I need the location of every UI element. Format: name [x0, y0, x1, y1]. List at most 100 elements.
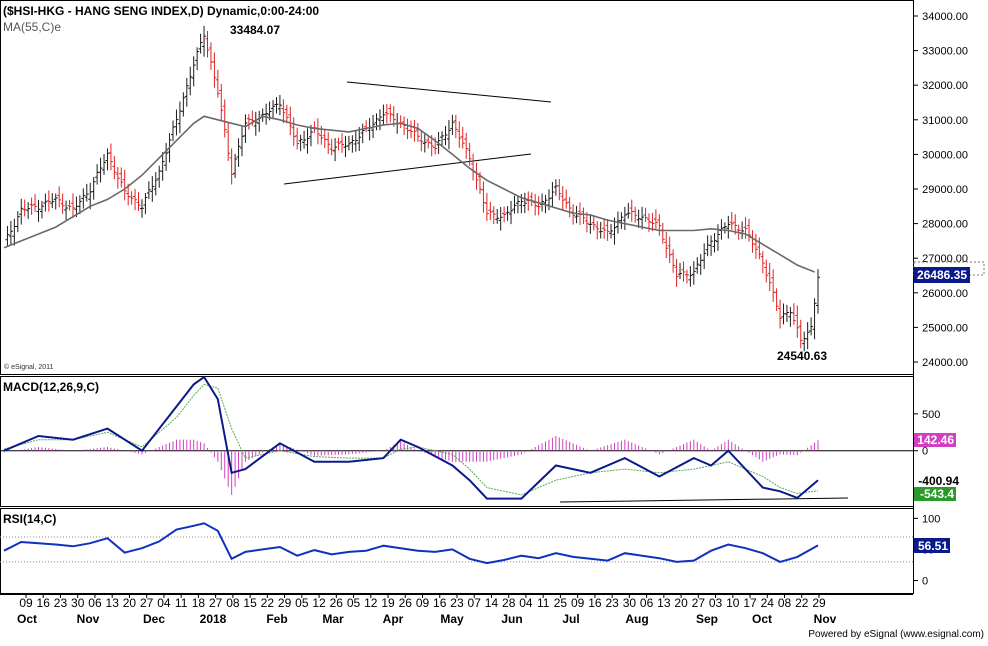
ohlc-bar [664, 232, 669, 259]
ohlc-bar [50, 193, 55, 209]
ohlc-bar [671, 249, 676, 273]
day-tick-label: 18 [192, 596, 206, 610]
month-tick-label: Jul [562, 612, 579, 626]
ohlc-bar [650, 212, 655, 232]
price-axis-label: 24000.00 [922, 357, 968, 369]
ohlc-bar [381, 104, 386, 126]
ohlc-bar [26, 202, 31, 219]
ohlc-bar [726, 215, 731, 239]
ohlc-bar [277, 94, 282, 116]
ohlc-bar [581, 207, 586, 225]
ohlc-bar [729, 211, 734, 230]
ohlc-bar [743, 217, 748, 239]
ohlc-bar [153, 172, 158, 196]
ohlc-bar [543, 194, 548, 214]
ohlc-bar [70, 193, 75, 219]
day-tick-label: 25 [554, 596, 568, 610]
ohlc-bar [457, 121, 462, 148]
ohlc-bar [605, 218, 610, 241]
ohlc-bar [174, 109, 179, 136]
ohlc-bar [560, 186, 565, 211]
ohlc-bar [688, 266, 693, 287]
ohlc-bar [709, 235, 714, 256]
price-axis-label: 30000.00 [922, 149, 968, 161]
ohlc-bar [557, 179, 562, 201]
high-annotation: 33484.07 [230, 23, 280, 37]
ohlc-bar [5, 225, 10, 246]
ohlc-bar [602, 218, 607, 239]
day-tick-label: 16 [37, 596, 51, 610]
day-tick-label: 13 [657, 596, 671, 610]
ohlc-bar [326, 132, 331, 154]
ohlc-bar [202, 25, 207, 57]
macd-value-label: -400.94 [918, 474, 959, 488]
ohlc-bar [767, 262, 772, 292]
macd-trendline [559, 497, 849, 503]
ohlc-bar [426, 134, 431, 149]
ohlc-bar [15, 211, 20, 233]
ohlc-bar [440, 131, 445, 147]
ohlc-bar [774, 288, 779, 311]
day-tick-label: 12 [312, 596, 326, 610]
ohlc-bar [284, 104, 289, 124]
day-tick-label: 27 [692, 596, 706, 610]
day-tick-label: 12 [364, 596, 378, 610]
ohlc-bar [495, 209, 500, 224]
ohlc-bar [19, 198, 24, 225]
macd-panel [0, 376, 914, 507]
ohlc-bar [150, 176, 155, 202]
ohlc-bar [243, 114, 248, 144]
ohlc-bar [502, 206, 507, 223]
ohlc-bar [33, 194, 38, 212]
rsi-line [3, 522, 819, 565]
day-tick-label: 16 [433, 596, 447, 610]
day-tick-label: 04 [157, 596, 171, 610]
ohlc-bar [233, 153, 238, 178]
day-tick-label: 17 [743, 596, 757, 610]
rsi-axis-label: 0 [922, 576, 928, 588]
ohlc-bar [81, 188, 86, 209]
last-price-label: 26486.35 [917, 268, 967, 282]
price-axis-label: 34000.00 [922, 11, 968, 23]
ohlc-bar [588, 213, 593, 234]
ohlc-bar [450, 114, 455, 136]
day-tick-label: 27 [209, 596, 223, 610]
month-tick-label: Nov [814, 612, 837, 626]
month-tick-label: Mar [322, 612, 344, 626]
ohlc-bar [764, 259, 769, 283]
histogram-value-tag [914, 433, 956, 447]
ohlc-bar [181, 92, 186, 117]
ohlc-bar [388, 104, 393, 123]
ohlc-bar [509, 200, 514, 225]
ohlc-bar [229, 148, 234, 185]
rsi-axis-label: 100 [922, 513, 940, 525]
day-tick-label: 11 [175, 596, 188, 610]
ohlc-bar [133, 188, 138, 211]
ohlc-bar [188, 66, 193, 96]
macd-signal-line [3, 383, 819, 496]
day-tick-label: 10 [726, 596, 740, 610]
chart-title: ($HSI-HKG - HANG SENG INDEX,D) Dynamic,0… [3, 4, 319, 18]
ohlc-bar [57, 186, 62, 208]
price-axis-label: 31000.00 [922, 115, 968, 127]
ohlc-bar [160, 152, 165, 181]
price-panel [0, 0, 914, 375]
rsi-value-label: 56.51 [918, 539, 948, 553]
lower-trendline [283, 153, 532, 185]
ohlc-bar [112, 156, 117, 180]
ohlc-bar [643, 207, 648, 222]
price-axis-label: 26000.00 [922, 288, 968, 300]
ohlc-bar [333, 138, 338, 162]
ohlc-bar [753, 234, 758, 259]
signal-value-label: -543.4 [920, 487, 954, 501]
ohlc-bar [422, 132, 427, 153]
ohlc-bar [164, 142, 169, 171]
ohlc-bar [512, 195, 517, 214]
ohlc-bar [105, 148, 110, 171]
ohlc-bar [129, 191, 134, 205]
ohlc-bar [809, 317, 814, 336]
ohlc-bar [77, 195, 82, 215]
month-tick-label: Sep [696, 612, 718, 626]
ohlc-bar [791, 303, 796, 325]
ohlc-bar [622, 206, 627, 230]
